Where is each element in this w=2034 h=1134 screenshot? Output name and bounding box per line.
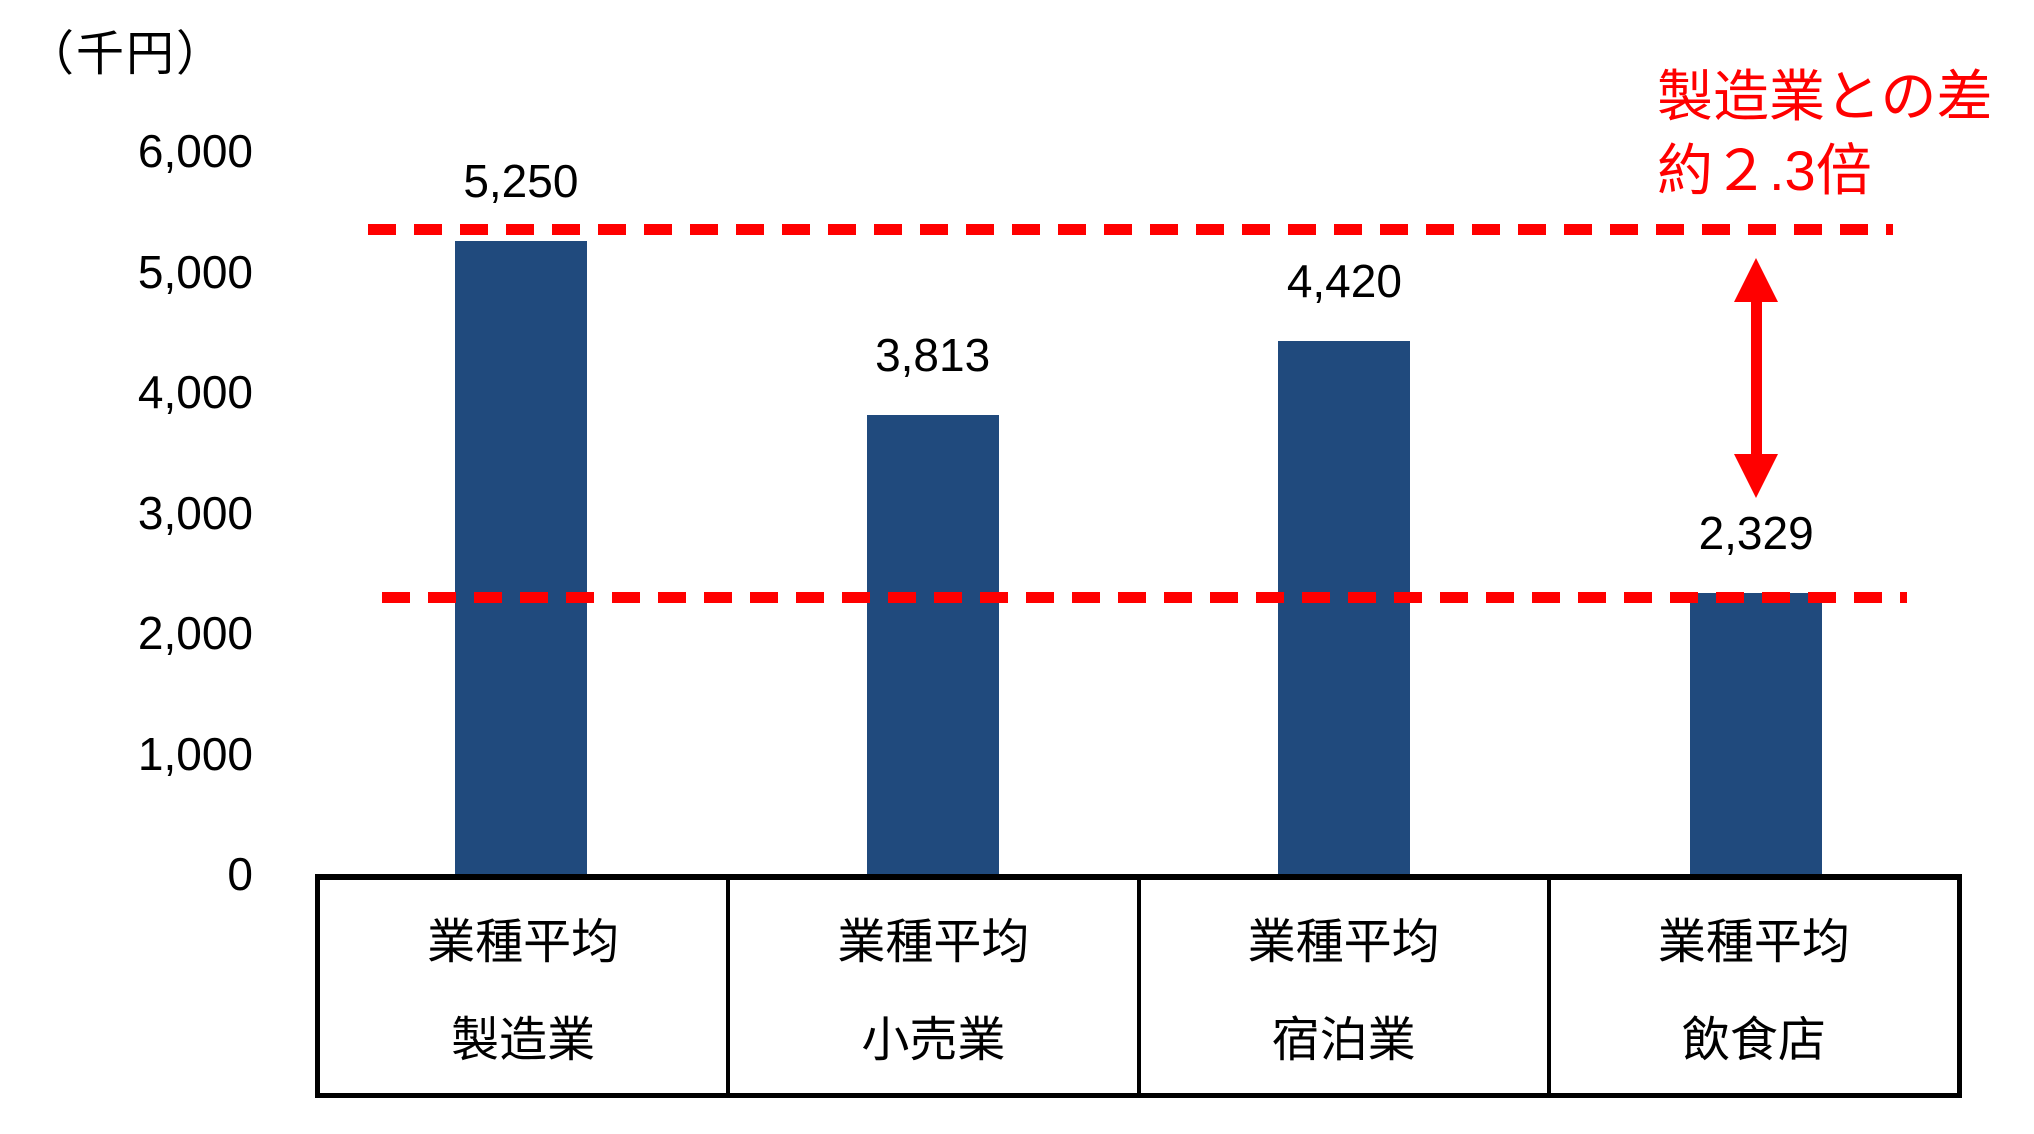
category-label-line2: 宿泊業 xyxy=(1271,1014,1416,1067)
category-cell: 業種平均 製造業 xyxy=(320,880,731,1093)
bar-value-label: 4,420 xyxy=(1286,255,1402,308)
category-label-line1: 業種平均 xyxy=(837,916,1030,969)
annotation-line-2: 約２.3倍 xyxy=(1657,139,1872,202)
arrow-up-head xyxy=(1734,258,1778,302)
arrow-down-head xyxy=(1734,454,1778,498)
bar xyxy=(454,241,587,874)
y-axis-unit-label: （千円） xyxy=(26,28,227,81)
category-label-line1: 業種平均 xyxy=(1657,916,1850,969)
bar xyxy=(1690,593,1823,874)
category-label-line2: 小売業 xyxy=(861,1014,1006,1067)
category-cell: 業種平均 飲食店 xyxy=(1551,880,1957,1093)
bar xyxy=(1278,341,1411,874)
y-axis-tick-label: 4,000 xyxy=(137,366,253,418)
bar-value-label: 2,329 xyxy=(1698,507,1814,560)
y-axis-tick-label: 2,000 xyxy=(137,607,253,659)
bar-value-label: 3,813 xyxy=(875,328,991,381)
arrow-shaft xyxy=(1750,296,1762,460)
y-axis-tick-label: 5,000 xyxy=(137,245,253,298)
category-cell: 業種平均 小売業 xyxy=(730,880,1141,1093)
annotation-text: 製造業との差 約２.3倍 xyxy=(1657,60,1992,208)
category-label-line2: 製造業 xyxy=(451,1014,596,1067)
category-cell: 業種平均 宿泊業 xyxy=(1141,880,1551,1093)
y-axis-tick-label: 6,000 xyxy=(137,125,253,177)
y-axis-tick-label: 0 xyxy=(227,848,253,900)
bar xyxy=(866,414,999,874)
y-axis-tick-label: 1,000 xyxy=(137,727,253,780)
y-axis-tick-label: 3,000 xyxy=(137,486,253,539)
bar-value-label: 5,250 xyxy=(463,155,579,208)
category-label-line1: 業種平均 xyxy=(427,916,620,969)
category-label-line2: 飲食店 xyxy=(1681,1014,1826,1067)
reference-line-lower xyxy=(382,592,1907,604)
category-label-line1: 業種平均 xyxy=(1247,916,1440,969)
reference-line-upper xyxy=(368,224,1893,236)
annotation-line-1: 製造業との差 xyxy=(1657,65,1993,128)
category-axis-band: 業種平均 製造業 業種平均 小売業 業種平均 宿泊業 業種平均 飲食店 xyxy=(315,874,1962,1098)
